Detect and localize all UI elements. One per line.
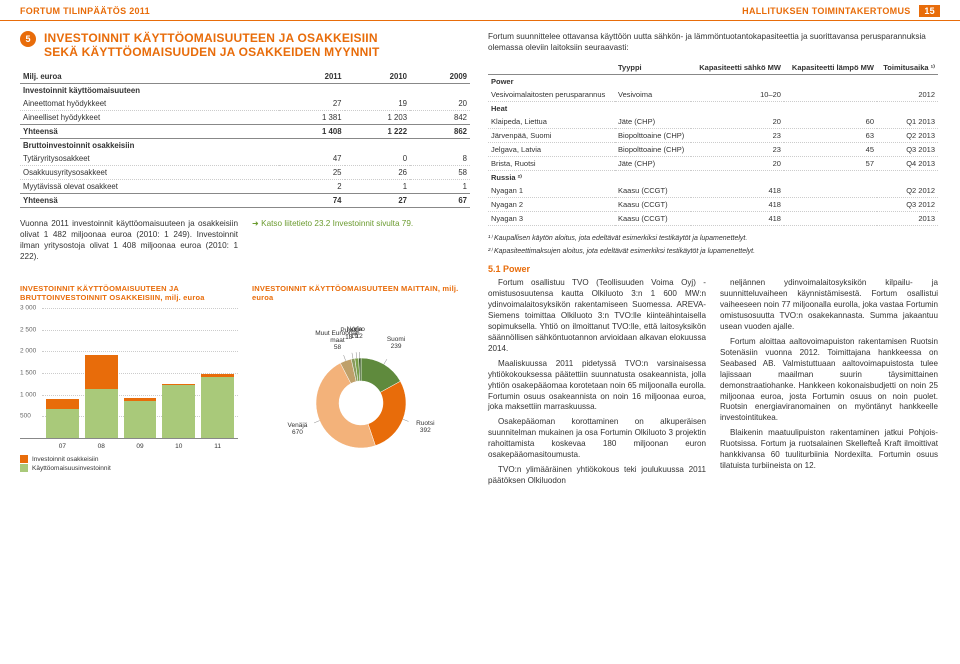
- charts-row: INVESTOINNIT KÄYTTÖOMAISUUTEEN JA BRUTTO…: [20, 284, 470, 473]
- capacity-row: Järvenpää, SuomiBiopolttoaine (CHP)2363Q…: [488, 129, 938, 143]
- section-title-text: INVESTOINNIT KÄYTTÖOMAISUUTEEN JA OSAKKE…: [44, 31, 380, 60]
- capacity-group: Power: [488, 75, 938, 89]
- capacity-group: Heat: [488, 102, 938, 116]
- cap-col: Tyyppi: [615, 61, 691, 75]
- capacity-table: Tyyppi Kapasiteetti sähkö MW Kapasiteett…: [488, 61, 938, 226]
- table-col: 2009: [410, 70, 470, 84]
- body-col-1: Fortum osallistuu TVO (Teollisuuden Voim…: [488, 278, 706, 491]
- table-col: 2011: [279, 70, 345, 84]
- body-paragraph: Vuonna 2011 investoinnit käyttöomaisuute…: [20, 218, 238, 262]
- table-row: Myytävissä olevat osakkeet 2 1 1: [20, 179, 470, 193]
- cap-col: [488, 61, 615, 75]
- capacity-row: Nyagan 1Kaasu (CCGT)418Q2 2012: [488, 184, 938, 198]
- donut-chart-title: INVESTOINNIT KÄYTTÖOMAISUUTEEN MAITTAIN,…: [252, 284, 470, 302]
- body-col-2: neljännen ydinvoimalaitosyksikön kilpail…: [720, 278, 938, 491]
- legend-swatch: [20, 455, 28, 463]
- capacity-row: Jelgava, LatviaBiopolttoaine (CHP)2345Q3…: [488, 143, 938, 157]
- body-text-row: Vuonna 2011 investoinnit käyttöomaisuute…: [20, 218, 470, 270]
- footnote: ¹⁾ Kaupallisen käytön aloitus, jota edel…: [488, 234, 938, 243]
- header-right: HALLITUKSEN TOIMINTAKERTOMUS 15: [742, 6, 940, 16]
- capacity-row: Klaipeda, LiettuaJäte (CHP)2060Q1 2013: [488, 115, 938, 129]
- capacity-group: Russia ²⁾: [488, 171, 938, 185]
- body-columns: Fortum osallistuu TVO (Teollisuuden Voim…: [488, 278, 938, 491]
- page: FORTUM TILINPÄÄTÖS 2011 HALLITUKSEN TOIM…: [0, 0, 960, 664]
- cap-col: Toimitusaika ¹⁾: [877, 61, 938, 75]
- capacity-row: Vesivoimalaitosten perusparannusVesivoim…: [488, 88, 938, 102]
- capacity-row: Brista, RuotsiJäte (CHP)2057Q4 2013: [488, 157, 938, 171]
- right-column: Fortum suunnittelee ottavansa käyttöön u…: [488, 31, 938, 491]
- section-title: 5 INVESTOINNIT KÄYTTÖOMAISUUTEEN JA OSAK…: [20, 31, 470, 60]
- donut-chart-box: INVESTOINNIT KÄYTTÖOMAISUUTEEN MAITTAIN,…: [252, 284, 470, 473]
- capacity-row: Nyagan 3Kaasu (CCGT)4182013: [488, 212, 938, 226]
- table-subheading: Bruttoinvestoinnit osakkeisiin: [20, 138, 470, 152]
- cross-ref-link[interactable]: Katso liitetieto 23.2 Investoinnit sivul…: [252, 218, 470, 270]
- content: 5 INVESTOINNIT KÄYTTÖOMAISUUTEEN JA OSAK…: [0, 21, 960, 511]
- investments-table: Milj. euroa 2011 2010 2009 Investoinnit …: [20, 70, 470, 208]
- top-bar: FORTUM TILINPÄÄTÖS 2011 HALLITUKSEN TOIM…: [0, 0, 960, 21]
- table-row: Tytäryritysosakkeet 47 0 8: [20, 152, 470, 166]
- footnote: ²⁾ Kapasiteettimaksujen aloitus, jota ed…: [488, 247, 938, 256]
- subsection-heading: 5.1 Power: [488, 264, 938, 274]
- cap-col: Kapasiteetti sähkö MW: [691, 61, 784, 75]
- capacity-row: Nyagan 2Kaasu (CCGT)418Q3 2012: [488, 198, 938, 212]
- bar-chart-title: INVESTOINNIT KÄYTTÖOMAISUUTEEN JA BRUTTO…: [20, 284, 238, 302]
- left-column: 5 INVESTOINNIT KÄYTTÖOMAISUUTEEN JA OSAK…: [20, 31, 470, 491]
- table-row: Aineelliset hyödykkeet 1 381 1 203 842: [20, 110, 470, 124]
- table-total: Yhteensä 74 27 67: [20, 193, 470, 207]
- table-row: Osakkuusyritysosakkeet 25 26 58: [20, 165, 470, 179]
- table-total: Yhteensä 1 408 1 222 862: [20, 124, 470, 138]
- table-col-label: Milj. euroa: [20, 70, 279, 84]
- legend-swatch: [20, 464, 28, 472]
- section-number-badge: 5: [20, 31, 36, 47]
- header-left: FORTUM TILINPÄÄTÖS 2011: [20, 6, 150, 16]
- donut-chart: Suomi239Ruotsi392Venäjä670Muut Euroopan …: [261, 308, 461, 468]
- bar-chart-box: INVESTOINNIT KÄYTTÖOMAISUUTEEN JA BRUTTO…: [20, 284, 238, 473]
- table-col: 2010: [345, 70, 411, 84]
- table-subheading: Investoinnit käyttöomaisuuteen: [20, 83, 470, 97]
- table-row: Aineettomat hyödykkeet 27 19 20: [20, 97, 470, 111]
- header-right-text: HALLITUKSEN TOIMINTAKERTOMUS: [742, 6, 910, 16]
- bar-chart-legend: Investoinnit osakkeisiin Käyttöomaisuusi…: [20, 455, 238, 473]
- intro-paragraph: Fortum suunnittelee ottavansa käyttöön u…: [488, 31, 938, 53]
- cap-col: Kapasiteetti lämpö MW: [784, 61, 877, 75]
- bar-chart: 5001 0001 5002 0002 5003 0000708091011: [20, 308, 238, 439]
- page-number: 15: [919, 5, 940, 17]
